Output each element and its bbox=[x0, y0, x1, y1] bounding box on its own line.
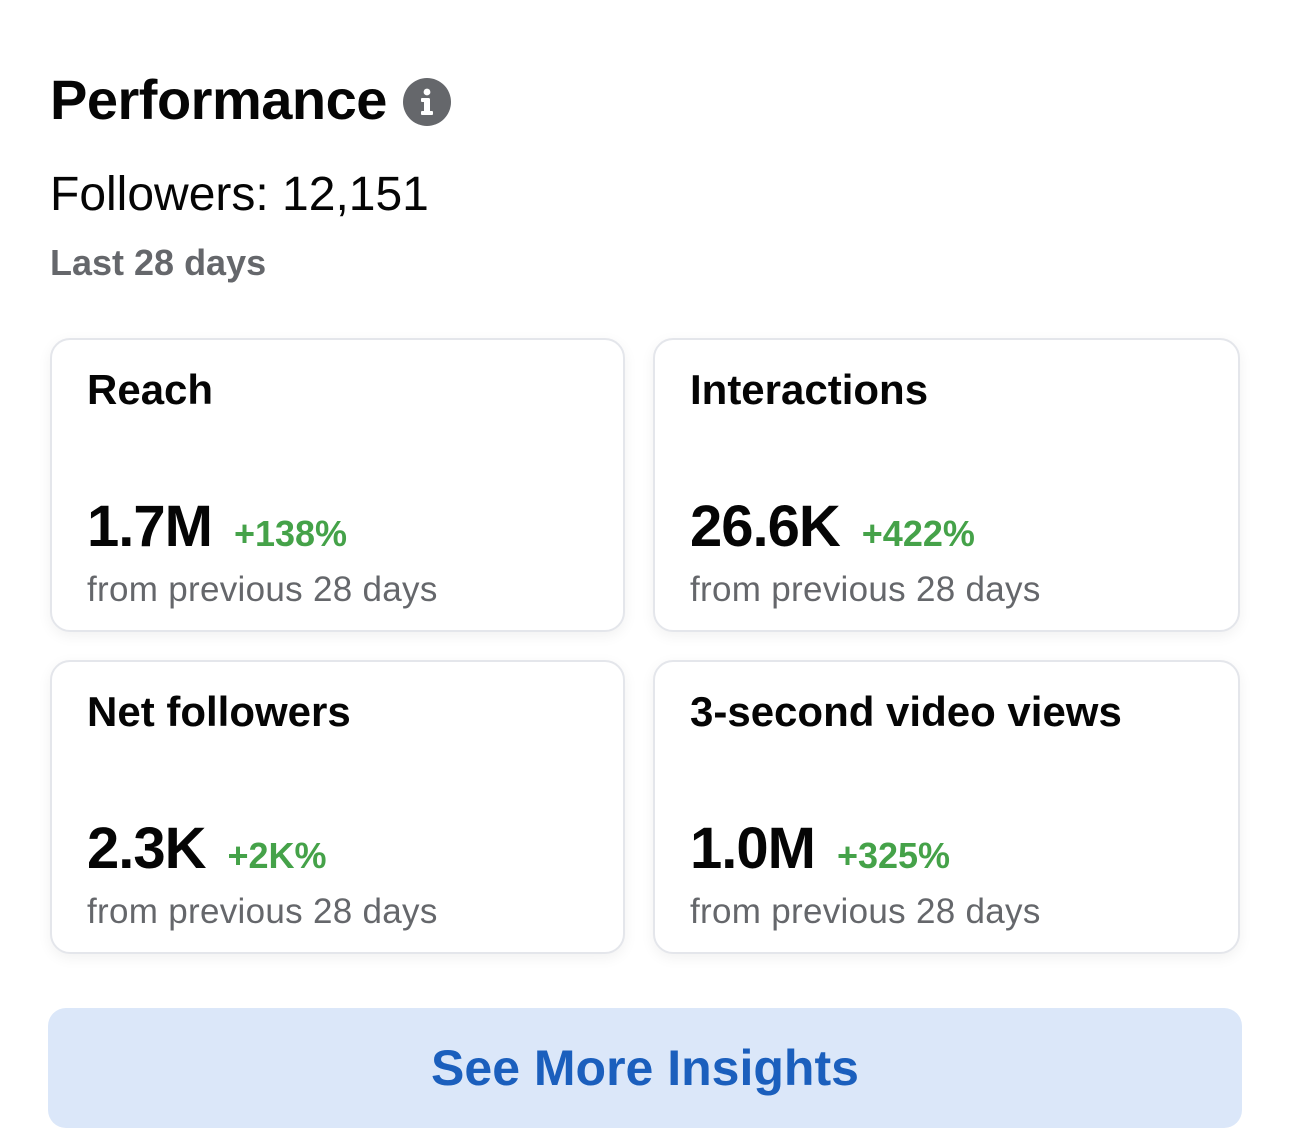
page-title: Performance bbox=[50, 68, 387, 131]
metric-title: Net followers bbox=[87, 688, 351, 735]
metric-comparison: from previous 28 days bbox=[87, 892, 438, 931]
see-more-insights-button[interactable]: See More Insights bbox=[48, 1008, 1242, 1128]
metric-change: +138% bbox=[233, 513, 348, 554]
metric-card-net-followers[interactable]: Net followers 2.3K +2K% from previous 28… bbox=[50, 660, 625, 954]
metric-comparison: from previous 28 days bbox=[690, 570, 1041, 609]
metric-value: 1.0M bbox=[690, 816, 816, 881]
metric-card-interactions[interactable]: Interactions 26.6K +422% from previous 2… bbox=[653, 338, 1240, 632]
metric-title: Interactions bbox=[690, 366, 929, 413]
metric-value-row: 2.3K +2K% bbox=[87, 814, 327, 884]
followers-count: Followers: 12,151 bbox=[50, 168, 429, 221]
metric-card-reach[interactable]: Reach 1.7M +138% from previous 28 days bbox=[50, 338, 625, 632]
metric-title: Reach bbox=[87, 366, 214, 413]
metric-title: 3-second video views bbox=[690, 688, 1122, 735]
metric-change: +2K% bbox=[227, 835, 327, 876]
metric-value-row: 1.7M +138% bbox=[87, 492, 347, 562]
period-label: Last 28 days bbox=[50, 242, 267, 283]
metric-value-row: 1.0M +325% bbox=[690, 814, 950, 884]
info-icon-glyph bbox=[420, 88, 433, 115]
metric-value-row: 26.6K +422% bbox=[690, 492, 975, 562]
info-icon[interactable] bbox=[402, 78, 451, 126]
metric-card-video-views[interactable]: 3-second video views 1.0M +325% from pre… bbox=[653, 660, 1240, 954]
metric-comparison: from previous 28 days bbox=[87, 570, 438, 609]
metric-change: +325% bbox=[836, 835, 951, 876]
performance-header: Performance bbox=[50, 66, 451, 134]
metrics-grid: Reach 1.7M +138% from previous 28 days I… bbox=[50, 338, 1240, 954]
metric-change: +422% bbox=[861, 513, 975, 554]
metric-value: 1.7M bbox=[87, 494, 213, 559]
metric-value: 26.6K bbox=[690, 494, 841, 559]
metric-comparison: from previous 28 days bbox=[690, 892, 1041, 931]
metric-value: 2.3K bbox=[87, 816, 207, 881]
